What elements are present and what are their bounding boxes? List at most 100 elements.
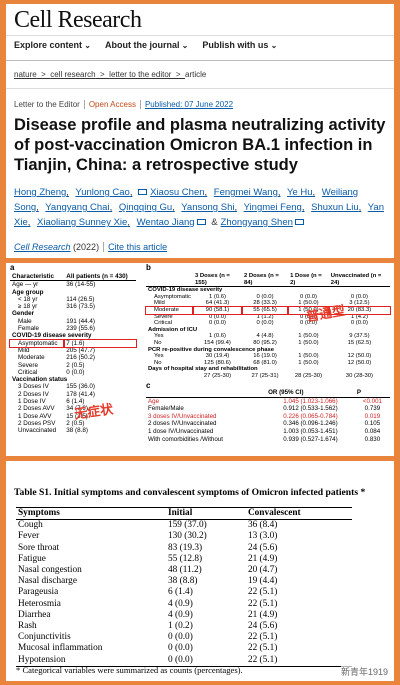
breadcrumb-item[interactable]: letter to the editor	[109, 70, 185, 79]
cell: Heterosmia	[18, 598, 61, 609]
cell: Critical	[154, 320, 172, 327]
cell: 1 dose IV/Unvaccinated	[148, 427, 214, 435]
cell: No	[154, 339, 162, 346]
section-cell: COVID-19 disease severity	[12, 332, 92, 340]
footnote: * Categorical variables were summarized …	[16, 665, 243, 675]
author[interactable]: Shuxun Liu	[311, 202, 365, 213]
cell: 2 (0.5)	[66, 419, 85, 427]
supplement: Table S1. Initial symptoms and convalesc…	[6, 461, 394, 681]
table-row: Admission of ICU	[146, 327, 390, 334]
section-cell: Age group	[12, 288, 44, 296]
section-cell: PCR re-positive during convalescence pha…	[148, 346, 275, 353]
breadcrumb-item[interactable]: cell research	[50, 70, 109, 79]
cell: 0 (0.0)	[66, 368, 85, 376]
cell: 30 (19.4)	[205, 353, 230, 360]
table-row: Critical 0 (0.0) 0 (0.0) 0 (0.0) 0 (0.0)	[146, 320, 390, 327]
cell: Sore throat	[18, 542, 60, 553]
cell: 38 (8.8)	[168, 576, 198, 587]
published[interactable]: Published: 07 June 2022	[144, 100, 234, 109]
table-row: Mild 64 (41.3) 28 (33.3) 1 (50.0) 3 (12.5)	[146, 300, 390, 307]
cell: 48 (11.2)	[168, 565, 202, 576]
cell: 159 (37.0)	[168, 520, 207, 531]
table-row: Days of hospital stay and rehabilitation	[146, 366, 390, 373]
journal[interactable]: Cell Research	[14, 242, 71, 252]
cell: Diarrhea	[18, 609, 51, 620]
cell: 2 Doses PSV	[18, 419, 56, 427]
author[interactable]: Yingmei Feng	[244, 202, 309, 213]
table-row: PCR re-positive during convalescence pha…	[146, 347, 390, 354]
cell: Severe	[18, 361, 38, 369]
table-row: Rash 1 (0.2) 24 (5.6)	[16, 621, 352, 632]
author[interactable]: Yunlong Cao	[75, 187, 136, 198]
cite-link[interactable]: Cite this article	[103, 242, 168, 252]
cell: All patients (n = 430)	[64, 273, 136, 282]
cell: Rash	[18, 621, 37, 632]
brand[interactable]: Cell Research	[14, 7, 142, 33]
blank-cell	[146, 273, 193, 288]
cell: Yes	[154, 333, 164, 340]
section-cell: Gender	[12, 310, 35, 318]
cell: < 18 yr	[18, 295, 38, 303]
cell: 22 (5.1)	[247, 632, 278, 643]
table-row: Asymptomatic 7 (1.6)	[8, 338, 137, 349]
cell: 9 (37.5)	[349, 333, 370, 340]
table-row: Critical 0 (0.0)	[10, 369, 136, 376]
table-row: 2 Doses PSV 2 (0.5)	[10, 420, 136, 427]
author[interactable]: Wentao Jiang	[136, 217, 195, 228]
nav-item[interactable]: About the journal	[105, 40, 188, 50]
cell: 38 (8.8)	[66, 427, 88, 435]
mail-icon[interactable]	[138, 189, 148, 196]
author[interactable]: Yansong Shi	[181, 202, 241, 213]
cell: 205 (47.7)	[66, 346, 96, 354]
cell: 1 (0.2)	[168, 621, 193, 632]
cell: Cough	[18, 520, 43, 531]
cell: 0 (0.0)	[350, 293, 368, 300]
cell: 6 (1.4)	[66, 398, 85, 406]
table-row: 1 dose IV/Unvaccinated 1.003 (0.053-1.451…	[146, 428, 390, 436]
cell: No	[154, 359, 162, 366]
cell: 22 (5.1)	[245, 654, 352, 667]
author[interactable]: Xiaoliang Sunney Xie	[37, 217, 134, 228]
author[interactable]: Qingqing Gu	[119, 202, 179, 213]
author[interactable]: Hong Zheng	[14, 187, 73, 198]
watermark: 新青年1919	[340, 665, 388, 678]
supplement-title: Table S1. Initial symptoms and convalesc…	[14, 487, 366, 498]
cell: 0 (0.0)	[350, 320, 368, 327]
blank-cell	[146, 389, 267, 398]
cell: Convalescent	[245, 506, 352, 521]
cell: OR (95% CI)	[266, 389, 355, 398]
cell: 0 (0.0)	[208, 320, 226, 327]
table-row: Female 239 (55.6)	[10, 325, 136, 332]
cell: 130 (30.2)	[168, 531, 207, 542]
cell: 27 (25-31)	[251, 372, 279, 379]
section-cell: Admission of ICU	[148, 326, 198, 333]
nav-item[interactable]: Explore content	[14, 40, 91, 50]
cell: 2 doses IV/Unvaccinated	[148, 420, 217, 428]
authors: Hong Zheng Yunlong Cao Xiaosu Chen Fengm…	[14, 185, 389, 230]
author[interactable]: Zhongyang Shen	[220, 217, 293, 228]
cell: 155 (36.0)	[66, 383, 96, 391]
breadcrumb-item[interactable]: nature	[14, 70, 50, 79]
table-row: Nasal congestion 48 (11.2) 20 (4.7)	[16, 565, 352, 576]
cell: 0 (0.0)	[166, 654, 246, 667]
mail-icon[interactable]	[294, 219, 304, 226]
table-row: Gender	[10, 310, 136, 317]
author[interactable]: Ye Hu	[287, 187, 319, 198]
cell: 178 (41.4)	[66, 390, 96, 398]
header-row: Symptoms Initial Convalescent	[16, 506, 352, 521]
cell: 0.226 (0.065-0.784)	[283, 412, 338, 420]
nav-item[interactable]: Publish with us	[202, 40, 277, 50]
table-row: 3 Doses IV 155 (36.0)	[10, 383, 136, 390]
article-header: Cell Research Explore content About the j…	[6, 4, 394, 258]
author[interactable]: Xiaosu Chen	[150, 187, 211, 198]
cell: 64 (41.3)	[205, 300, 230, 307]
cell: 12 (50.0)	[347, 353, 372, 360]
cell: Moderate	[145, 306, 194, 315]
author[interactable]: Fengmei Wang	[214, 187, 285, 198]
cell: Mild	[154, 300, 165, 307]
mail-icon[interactable]	[196, 219, 206, 226]
table-row: No 125 (80.6) 68 (81.0) 1 (50.0) 12 (50.0)	[146, 360, 390, 367]
cell: 28 (25-30)	[294, 372, 323, 379]
author[interactable]: Yangyang Chai	[45, 202, 116, 213]
cell: 55 (12.8)	[168, 553, 203, 564]
